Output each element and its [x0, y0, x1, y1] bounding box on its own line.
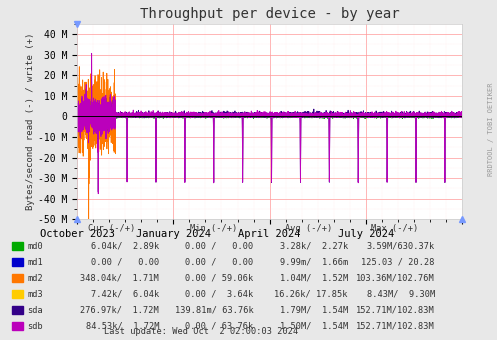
Text: Min (-/+): Min (-/+) [190, 223, 238, 233]
Text: Last update: Wed Oct  2 02:00:03 2024: Last update: Wed Oct 2 02:00:03 2024 [104, 327, 298, 336]
Text: 84.53k/  1.72M: 84.53k/ 1.72M [85, 322, 159, 330]
Text: Max (-/+): Max (-/+) [371, 223, 419, 233]
Text: sdb: sdb [27, 322, 43, 330]
Text: 7.42k/  6.04k: 7.42k/ 6.04k [91, 290, 159, 299]
Y-axis label: Bytes/second read (-) / write (+): Bytes/second read (-) / write (+) [26, 33, 35, 210]
Text: 0.00 /   0.00: 0.00 / 0.00 [185, 258, 253, 267]
Text: 0.00 /   0.00: 0.00 / 0.00 [185, 242, 253, 251]
Text: 16.26k/ 17.85k: 16.26k/ 17.85k [274, 290, 348, 299]
Text: 139.81m/ 63.76k: 139.81m/ 63.76k [175, 306, 253, 315]
Text: 125.03 / 20.28: 125.03 / 20.28 [361, 258, 435, 267]
Text: 0.00 / 63.76k: 0.00 / 63.76k [185, 322, 253, 330]
Text: 152.71M/102.83M: 152.71M/102.83M [356, 322, 435, 330]
Text: 1.50M/  1.54M: 1.50M/ 1.54M [280, 322, 348, 330]
Text: 3.28k/  2.27k: 3.28k/ 2.27k [280, 242, 348, 251]
Text: RRDTOOL / TOBI OETIKER: RRDTOOL / TOBI OETIKER [488, 82, 494, 176]
Text: md0: md0 [27, 242, 43, 251]
Text: Avg (-/+): Avg (-/+) [284, 223, 332, 233]
Text: 3.59M/630.37k: 3.59M/630.37k [367, 242, 435, 251]
Text: 1.04M/  1.52M: 1.04M/ 1.52M [280, 274, 348, 283]
Text: 276.97k/  1.72M: 276.97k/ 1.72M [81, 306, 159, 315]
Text: 6.04k/  2.89k: 6.04k/ 2.89k [91, 242, 159, 251]
Text: 8.43M/  9.30M: 8.43M/ 9.30M [367, 290, 435, 299]
Title: Throughput per device - by year: Throughput per device - by year [140, 7, 400, 21]
Text: md3: md3 [27, 290, 43, 299]
Text: 9.99m/  1.66m: 9.99m/ 1.66m [280, 258, 348, 267]
Text: Cur (-/+): Cur (-/+) [88, 223, 136, 233]
Text: sda: sda [27, 306, 43, 315]
Text: 1.79M/  1.54M: 1.79M/ 1.54M [280, 306, 348, 315]
Text: 152.71M/102.83M: 152.71M/102.83M [356, 306, 435, 315]
Text: 0.00 /   0.00: 0.00 / 0.00 [91, 258, 159, 267]
Text: 0.00 / 59.06k: 0.00 / 59.06k [185, 274, 253, 283]
Text: md2: md2 [27, 274, 43, 283]
Text: 0.00 /  3.64k: 0.00 / 3.64k [185, 290, 253, 299]
Text: 348.04k/  1.71M: 348.04k/ 1.71M [81, 274, 159, 283]
Text: md1: md1 [27, 258, 43, 267]
Text: 103.36M/102.76M: 103.36M/102.76M [356, 274, 435, 283]
